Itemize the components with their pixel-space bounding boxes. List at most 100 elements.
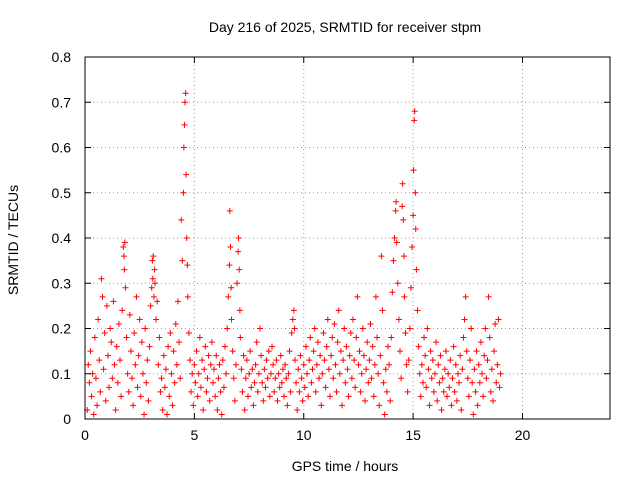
data-point <box>293 379 300 386</box>
data-point <box>226 207 233 214</box>
data-point <box>228 284 235 291</box>
data-point <box>90 411 97 418</box>
data-point <box>394 280 401 287</box>
data-point <box>183 235 190 241</box>
data-point <box>413 266 420 273</box>
data-point <box>461 316 468 323</box>
data-point <box>283 375 290 382</box>
data-point <box>230 375 237 382</box>
data-point <box>120 253 127 260</box>
data-point <box>225 293 232 300</box>
data-point <box>272 375 279 382</box>
data-point <box>236 266 243 273</box>
data-point <box>472 388 479 395</box>
data-point <box>269 343 276 350</box>
data-point <box>247 348 254 355</box>
data-point <box>193 348 200 355</box>
data-point <box>241 406 248 413</box>
data-point <box>352 384 359 391</box>
data-point <box>388 334 395 341</box>
data-point <box>397 348 403 355</box>
data-point <box>300 361 307 368</box>
data-point <box>223 370 230 377</box>
data-point <box>297 352 304 359</box>
data-point <box>122 284 129 291</box>
data-point <box>488 366 495 373</box>
data-point <box>149 275 156 282</box>
data-point <box>327 393 333 400</box>
data-point <box>127 348 134 355</box>
y-tick-label: 0.6 <box>52 140 72 156</box>
data-point <box>273 357 280 364</box>
data-point <box>102 397 109 404</box>
data-point <box>267 370 274 377</box>
data-point <box>298 375 305 382</box>
data-point <box>211 366 218 373</box>
data-point <box>236 307 243 314</box>
y-tick-label: 0.5 <box>52 185 72 201</box>
data-point <box>153 316 160 323</box>
data-point <box>235 235 242 241</box>
data-point <box>151 266 158 273</box>
data-point <box>427 348 434 355</box>
data-point <box>446 384 453 391</box>
data-point <box>179 257 186 264</box>
data-point <box>489 397 496 404</box>
data-point <box>157 388 164 395</box>
data-point <box>108 339 115 346</box>
data-point <box>279 366 286 373</box>
data-point <box>451 388 458 395</box>
data-point <box>318 402 325 409</box>
data-point <box>485 293 492 300</box>
data-point <box>183 171 190 178</box>
data-point <box>475 361 482 368</box>
data-point <box>118 393 125 400</box>
data-point <box>104 352 111 359</box>
data-point <box>464 375 471 382</box>
data-point <box>149 257 156 264</box>
data-point <box>176 339 183 346</box>
data-point <box>442 348 449 355</box>
data-point <box>133 293 140 300</box>
data-point <box>417 393 424 400</box>
data-point <box>342 379 349 386</box>
data-point <box>351 357 358 364</box>
data-point <box>126 311 133 318</box>
data-point <box>419 379 426 386</box>
data-point <box>121 266 128 273</box>
data-point <box>218 411 225 418</box>
data-points <box>84 90 504 418</box>
data-point <box>137 393 144 400</box>
y-tick-label: 0.8 <box>52 49 72 65</box>
data-point <box>136 316 143 323</box>
data-point <box>441 366 448 373</box>
data-point <box>410 212 417 219</box>
data-point <box>174 298 181 305</box>
data-point <box>362 397 368 404</box>
data-point <box>251 379 258 386</box>
data-point <box>215 375 222 382</box>
data-point <box>320 330 327 337</box>
data-point <box>144 357 151 364</box>
data-point <box>166 393 173 400</box>
data-point <box>169 402 176 409</box>
data-point <box>406 325 413 332</box>
data-point <box>389 289 396 296</box>
x-tick-label: 15 <box>405 427 421 443</box>
data-point <box>237 334 244 341</box>
data-point <box>393 239 400 246</box>
data-point <box>395 316 402 323</box>
data-point <box>150 293 157 300</box>
data-point <box>497 370 504 377</box>
data-point <box>496 384 503 391</box>
data-point <box>400 253 407 260</box>
data-point <box>160 352 167 359</box>
data-point <box>285 370 292 377</box>
data-point <box>457 352 464 359</box>
data-point <box>405 357 412 364</box>
data-point <box>311 325 318 332</box>
data-point <box>364 339 371 346</box>
data-point <box>494 361 501 368</box>
data-point <box>377 352 384 359</box>
